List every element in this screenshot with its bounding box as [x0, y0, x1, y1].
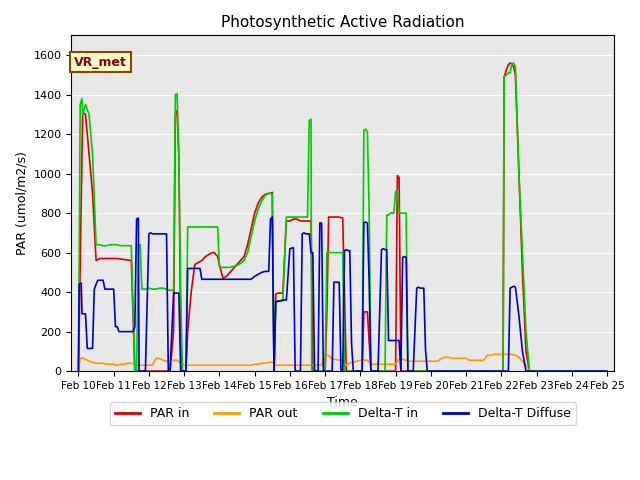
PAR out — [448, 355, 456, 361]
Y-axis label: PAR (umol/m2/s): PAR (umol/m2/s) — [15, 151, 28, 255]
Delta-T in — [603, 368, 611, 374]
PAR in — [413, 368, 420, 374]
PAR out — [117, 361, 125, 367]
PAR in — [506, 60, 514, 66]
PAR out — [244, 362, 252, 368]
Delta-T Diffuse — [244, 276, 252, 282]
Line: PAR in: PAR in — [79, 63, 607, 371]
Delta-T in — [75, 368, 83, 374]
Delta-T in — [216, 264, 223, 270]
X-axis label: Time: Time — [327, 396, 358, 409]
PAR out — [75, 368, 83, 374]
Legend: PAR in, PAR out, Delta-T in, Delta-T Diffuse: PAR in, PAR out, Delta-T in, Delta-T Dif… — [110, 402, 575, 425]
Text: VR_met: VR_met — [74, 56, 127, 69]
Delta-T Diffuse — [152, 231, 160, 237]
PAR in — [406, 368, 413, 374]
Line: PAR out: PAR out — [79, 354, 607, 371]
Title: Photosynthetic Active Radiation: Photosynthetic Active Radiation — [221, 15, 465, 30]
Delta-T Diffuse — [268, 214, 276, 220]
PAR out — [490, 351, 498, 357]
Line: Delta-T in: Delta-T in — [79, 63, 607, 371]
Delta-T in — [510, 60, 518, 66]
Delta-T Diffuse — [348, 341, 355, 347]
Delta-T in — [353, 368, 361, 374]
Line: Delta-T Diffuse: Delta-T Diffuse — [79, 217, 607, 371]
Delta-T in — [179, 368, 186, 374]
PAR in — [75, 368, 83, 374]
PAR in — [237, 258, 244, 264]
PAR in — [603, 368, 611, 374]
Delta-T in — [85, 111, 93, 117]
Delta-T Diffuse — [75, 368, 83, 374]
Delta-T in — [360, 127, 368, 133]
PAR out — [452, 355, 460, 361]
Delta-T Diffuse — [403, 255, 410, 261]
Delta-T Diffuse — [603, 368, 611, 374]
PAR in — [410, 368, 417, 374]
Delta-T Diffuse — [127, 329, 135, 335]
PAR out — [511, 352, 519, 358]
PAR out — [603, 368, 611, 374]
Delta-T in — [141, 286, 149, 292]
PAR out — [445, 354, 452, 360]
PAR in — [511, 72, 519, 78]
Delta-T Diffuse — [148, 231, 156, 237]
PAR in — [138, 368, 146, 374]
